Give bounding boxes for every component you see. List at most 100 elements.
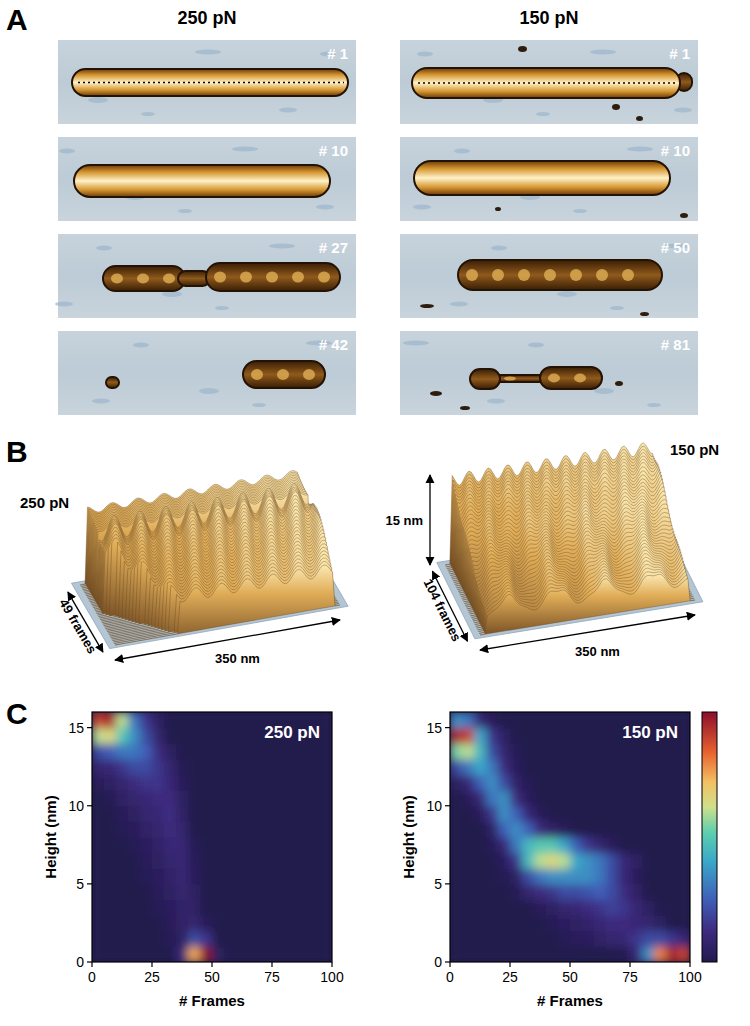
- kymograph-3d: 350 nm104 frames15 nm150 pN: [385, 441, 719, 659]
- heatmap-cell: [522, 790, 535, 806]
- heatmap-cell: [534, 806, 547, 822]
- heatmap-cell: [272, 946, 285, 962]
- heatmap-cell: [320, 853, 332, 869]
- afm-texture: [178, 209, 192, 213]
- afm-background: [58, 137, 356, 221]
- heatmap-cell: [654, 821, 667, 837]
- heatmap-cell: [510, 775, 523, 791]
- heatmap-cell: [152, 900, 165, 916]
- heatmap-cell: [200, 790, 213, 806]
- heatmap-cell: [498, 931, 511, 947]
- heatmap-cell: [272, 837, 285, 853]
- heatmap-cell: [260, 821, 273, 837]
- heatmap-cell: [558, 712, 571, 728]
- afm-image: # 1: [400, 40, 698, 124]
- heatmap-cell: [510, 712, 523, 728]
- afm-background: [58, 331, 356, 415]
- heatmap-cell: [546, 868, 559, 884]
- kymograph-title: 150 pN: [670, 441, 719, 458]
- heatmap-cell: [666, 946, 679, 962]
- heatmap-cell: [486, 790, 499, 806]
- heatmap-cell: [248, 806, 261, 822]
- heatmap-cell: [164, 790, 177, 806]
- heatmap-cell: [486, 853, 499, 869]
- heatmap-cell: [92, 868, 105, 884]
- heatmap-cell: [654, 946, 667, 962]
- width-label: 350 nm: [575, 644, 620, 659]
- heatmap-cell: [474, 743, 487, 759]
- heatmap-cell: [678, 712, 690, 728]
- afm-speck: [680, 213, 688, 218]
- frames-label: 49 frames: [56, 596, 100, 656]
- heatmap-cell: [510, 728, 523, 744]
- x-axis-title: # Frames: [179, 992, 245, 1009]
- heatmap-cell: [92, 728, 105, 744]
- heatmap-cell: [450, 759, 463, 775]
- heatmap-cell: [188, 743, 201, 759]
- heatmap-cell: [642, 946, 655, 962]
- heatmap-cell: [570, 743, 583, 759]
- heatmap-cell: [618, 915, 631, 931]
- heatmap-cell: [140, 712, 153, 728]
- heatmap-cell: [618, 884, 631, 900]
- heatmap-cell: [308, 884, 321, 900]
- heatmap-cell: [546, 900, 559, 916]
- heatmap-cell: [248, 712, 261, 728]
- heatmap-cell: [522, 821, 535, 837]
- heatmap-cell: [486, 900, 499, 916]
- heatmap-cell: [570, 821, 583, 837]
- colorbar: [702, 712, 717, 962]
- heatmap-cell: [558, 837, 571, 853]
- afm-texture: [279, 108, 297, 113]
- heatmap-cell: [642, 931, 655, 947]
- heatmap-cell: [200, 931, 213, 947]
- heatmap-cell: [570, 868, 583, 884]
- heatmap-cell: [296, 759, 309, 775]
- heatmap-cell: [474, 884, 487, 900]
- heatmap-cell: [618, 900, 631, 916]
- heatmap-cell: [140, 900, 153, 916]
- heatmap-cell: [176, 728, 189, 744]
- heatmap-cell: [188, 900, 201, 916]
- heatmap-cell: [642, 837, 655, 853]
- afm-texture: [413, 205, 431, 210]
- heatmap-cell: [128, 806, 141, 822]
- heatmap-cell: [546, 790, 559, 806]
- heatmap-cell: [546, 853, 559, 869]
- heatmap-cell: [606, 931, 619, 947]
- heatmap-cell: [546, 946, 559, 962]
- heatmap-cell: [248, 884, 261, 900]
- heatmap-cell: [450, 853, 463, 869]
- heatmap-cell: [296, 884, 309, 900]
- heatmap-cell: [248, 931, 261, 947]
- heatmap-cell: [534, 915, 547, 931]
- heatmap-cell: [582, 853, 595, 869]
- heatmap-cell: [200, 743, 213, 759]
- heatmap-cell: [284, 884, 297, 900]
- heatmap-cell: [152, 946, 165, 962]
- heatmap-cell: [224, 806, 237, 822]
- heatmap-cell: [116, 900, 129, 916]
- afm-texture: [627, 147, 653, 152]
- heatmap-cell: [654, 931, 667, 947]
- heatmap-cell: [128, 868, 141, 884]
- heatmap-cell: [498, 806, 511, 822]
- heatmap-cell: [176, 837, 189, 853]
- heatmap-cell: [152, 759, 165, 775]
- heatmap-cell: [618, 946, 631, 962]
- heatmap-cell: [188, 837, 201, 853]
- heatmap-cell: [92, 884, 105, 900]
- heatmap-cell: [152, 884, 165, 900]
- heatmap-cell: [308, 868, 321, 884]
- heatmap-title: 250 pN: [264, 723, 320, 742]
- heatmap-cell: [164, 821, 177, 837]
- heatmap-cell: [248, 853, 261, 869]
- afm-texture: [594, 388, 614, 394]
- heatmap-cell: [104, 931, 117, 947]
- heatmap-cell: [176, 775, 189, 791]
- heatmap-cell: [534, 775, 547, 791]
- heatmap-cell: [486, 931, 499, 947]
- heatmap-cell: [248, 946, 261, 962]
- heatmap-cell: [284, 821, 297, 837]
- heatmap-cell: [450, 790, 463, 806]
